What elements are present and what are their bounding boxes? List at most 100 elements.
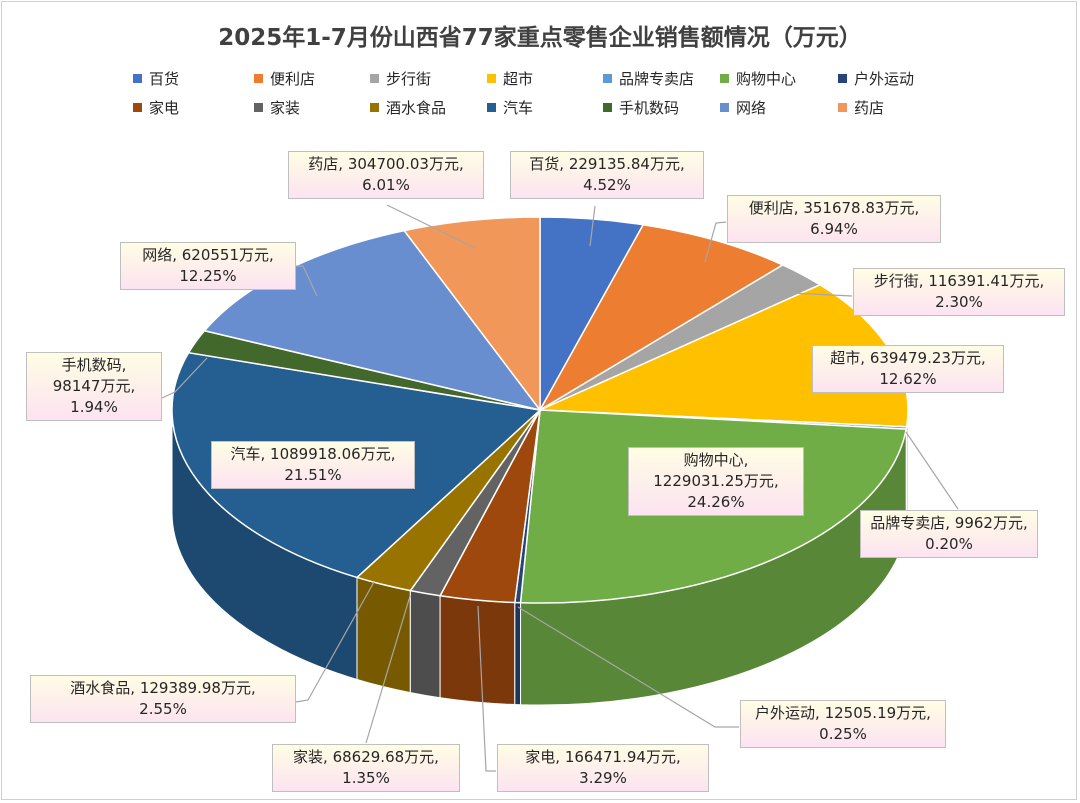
label-category: 百货 — [529, 155, 560, 173]
label-percent: 2.55% — [139, 700, 187, 718]
legend-swatch — [370, 103, 379, 112]
label-category: 手机数码 — [61, 356, 122, 374]
label-percent: 1.94% — [70, 398, 118, 416]
label-category: 超市 — [830, 349, 861, 367]
data-label-手机数码: 手机数码, 98147万元, 1.94% — [26, 352, 162, 421]
legend-label: 购物中心 — [736, 70, 797, 88]
label-value: 639479.23万元 — [869, 349, 981, 367]
legend-item: 步行街 — [370, 68, 431, 90]
label-percent: 0.20% — [925, 535, 973, 553]
legend-item: 家电 — [133, 97, 179, 119]
label-category: 品牌专卖店 — [870, 514, 946, 532]
label-category: 步行街 — [873, 272, 919, 290]
leader-line-家装 — [365, 595, 411, 744]
label-percent: 24.26% — [687, 493, 745, 511]
legend-label: 超市 — [503, 70, 534, 88]
leader-line-便利店 — [704, 221, 727, 263]
pie-side-酒水食品 — [356, 576, 411, 694]
legend-item: 百货 — [133, 68, 179, 90]
pie-side-家电 — [439, 595, 516, 706]
label-value: 12505.19万元 — [824, 704, 927, 722]
label-category: 家电 — [525, 748, 556, 766]
label-percent: 1.35% — [342, 769, 390, 787]
data-label-汽车: 汽车, 1089918.06万元, 21.51% — [211, 441, 415, 489]
legend-swatch — [720, 74, 729, 83]
label-value: 129389.98万元 — [139, 679, 251, 697]
legend-label: 户外运动 — [854, 70, 915, 88]
label-category: 家装 — [293, 748, 324, 766]
legend-item: 家装 — [254, 97, 300, 119]
label-category: 购物中心 — [683, 451, 744, 469]
legend-label: 汽车 — [503, 99, 534, 117]
label-percent: 2.30% — [935, 293, 983, 311]
label-percent: 0.25% — [819, 725, 867, 743]
label-value: 9962万元 — [954, 514, 1023, 532]
legend-label: 酒水食品 — [386, 99, 447, 117]
label-value: 620551万元 — [181, 246, 270, 264]
legend-item: 手机数码 — [603, 97, 679, 119]
chart-title: 2025年1-7月份山西省77家重点零售企业销售额情况（万元） — [218, 25, 862, 51]
legend-item: 网络 — [720, 97, 766, 119]
legend-label: 百货 — [149, 70, 180, 88]
data-label-网络: 网络, 620551万元, 12.25% — [120, 242, 296, 290]
label-category: 网络 — [142, 246, 173, 264]
data-label-购物中心: 购物中心, 1229031.25万元, 24.26% — [628, 447, 804, 516]
label-percent: 3.29% — [579, 769, 627, 787]
legend-item: 药店 — [838, 97, 884, 119]
legend-label: 手机数码 — [619, 99, 680, 117]
legend-swatch — [603, 103, 612, 112]
label-category: 药店 — [308, 155, 339, 173]
label-percent: 6.01% — [362, 176, 410, 194]
legend-swatch — [838, 74, 847, 83]
pie-slice-药店 — [402, 216, 541, 413]
label-category: 汽车 — [230, 445, 261, 463]
legend-swatch — [838, 103, 847, 112]
label-percent: 12.62% — [879, 370, 937, 388]
data-label-步行街: 步行街, 116391.41万元, 2.30% — [853, 268, 1065, 316]
data-label-户外运动: 户外运动, 12505.19万元, 0.25% — [740, 700, 946, 748]
label-value: 304700.03万元 — [347, 155, 459, 173]
legend-swatch — [370, 74, 379, 83]
leader-line-步行街 — [791, 292, 853, 297]
label-percent: 6.94% — [810, 220, 858, 238]
leader-line-品牌专卖店 — [905, 431, 959, 510]
data-label-家装: 家装, 68629.68万元, 1.35% — [272, 744, 460, 792]
pie-slice-便利店 — [537, 223, 785, 413]
label-percent: 4.52% — [583, 176, 631, 194]
legend-swatch — [133, 74, 142, 83]
leader-line-药店 — [386, 204, 476, 249]
label-value: 98147万元 — [52, 377, 131, 395]
label-value: 68629.68万元 — [332, 748, 435, 766]
legend-swatch — [254, 103, 263, 112]
leader-line-网络 — [296, 265, 318, 297]
legend-swatch — [254, 74, 263, 83]
legend-item: 户外运动 — [838, 68, 914, 90]
label-value: 166471.94万元 — [564, 748, 676, 766]
data-label-超市: 超市, 639479.23万元, 12.62% — [812, 345, 1004, 393]
leader-line-户外运动 — [517, 606, 739, 728]
legend-item: 便利店 — [254, 68, 315, 90]
legend-item: 酒水食品 — [370, 97, 446, 119]
leader-line-手机数码 — [161, 357, 208, 399]
leader-line-酒水食品 — [295, 581, 375, 703]
legend-label: 步行街 — [386, 70, 432, 88]
leader-line-百货 — [589, 205, 596, 247]
legend-item: 购物中心 — [720, 68, 796, 90]
legend-swatch — [487, 74, 496, 83]
pie-side-家装 — [409, 590, 441, 699]
label-category: 酒水食品 — [70, 679, 131, 697]
label-value: 1089918.06万元 — [270, 445, 391, 463]
legend-label: 便利店 — [270, 70, 316, 88]
legend-swatch — [487, 103, 496, 112]
legend-label: 家装 — [270, 99, 301, 117]
legend-item: 超市 — [487, 68, 533, 90]
data-label-家电: 家电, 166471.94万元, 3.29% — [497, 744, 709, 792]
legend-swatch — [133, 103, 142, 112]
data-label-药店: 药店, 304700.03万元, 6.01% — [288, 151, 484, 199]
data-label-品牌专卖店: 品牌专卖店, 9962万元, 0.20% — [860, 510, 1038, 558]
legend-item: 汽车 — [487, 97, 533, 119]
legend-label: 家电 — [149, 99, 180, 117]
legend-swatch — [720, 103, 729, 112]
label-percent: 12.25% — [179, 267, 237, 285]
